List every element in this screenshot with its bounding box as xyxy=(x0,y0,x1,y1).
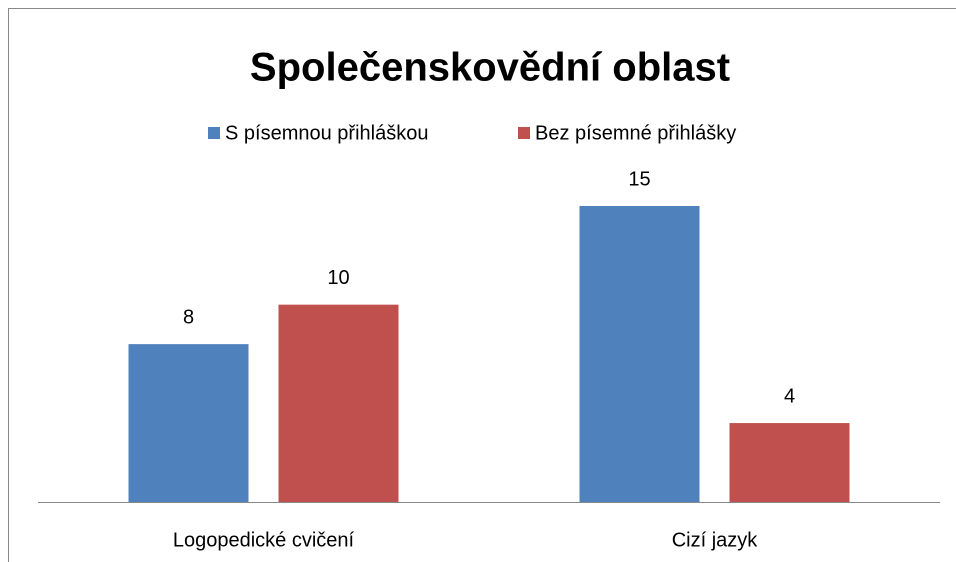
chart-title: Společenskovědní oblast xyxy=(250,46,730,90)
bar xyxy=(278,304,399,502)
legend-swatch xyxy=(518,127,530,139)
data-label: 4 xyxy=(784,385,795,407)
data-label: 10 xyxy=(327,267,349,289)
legend-label: Bez písemné přihlášky xyxy=(535,122,736,144)
legend-swatch xyxy=(208,127,220,139)
legend-label: S písemnou přihláškou xyxy=(225,122,428,144)
x-tick-label: Logopedické cvičení xyxy=(173,529,355,551)
bar xyxy=(729,423,850,502)
data-label: 15 xyxy=(628,168,650,190)
bar xyxy=(128,344,249,502)
bar xyxy=(579,206,700,502)
x-tick-label: Cizí jazyk xyxy=(672,529,759,551)
data-label: 8 xyxy=(183,306,194,328)
